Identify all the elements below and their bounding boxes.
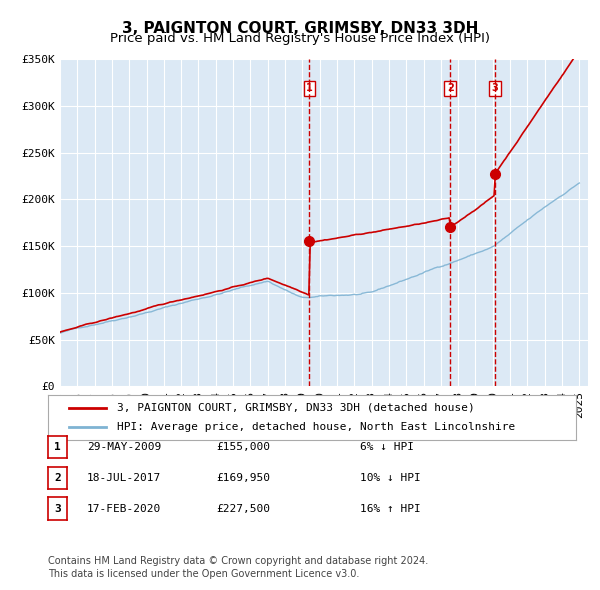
Text: 17-FEB-2020: 17-FEB-2020 [87,504,161,513]
Text: 1: 1 [54,442,61,452]
Text: 3, PAIGNTON COURT, GRIMSBY, DN33 3DH (detached house): 3, PAIGNTON COURT, GRIMSBY, DN33 3DH (de… [116,403,475,412]
Text: 29-MAY-2009: 29-MAY-2009 [87,442,161,452]
Text: HPI: Average price, detached house, North East Lincolnshire: HPI: Average price, detached house, Nort… [116,422,515,432]
Text: 3, PAIGNTON COURT, GRIMSBY, DN33 3DH: 3, PAIGNTON COURT, GRIMSBY, DN33 3DH [122,21,478,35]
Text: £227,500: £227,500 [216,504,270,513]
Text: 3: 3 [54,504,61,513]
Text: 2: 2 [54,473,61,483]
Text: 2: 2 [447,83,454,93]
Text: Contains HM Land Registry data © Crown copyright and database right 2024.
This d: Contains HM Land Registry data © Crown c… [48,556,428,579]
Text: 3: 3 [491,83,498,93]
Text: 10% ↓ HPI: 10% ↓ HPI [360,473,421,483]
Text: Price paid vs. HM Land Registry's House Price Index (HPI): Price paid vs. HM Land Registry's House … [110,32,490,45]
Text: 6% ↓ HPI: 6% ↓ HPI [360,442,414,452]
Text: 1: 1 [306,83,313,93]
Text: 18-JUL-2017: 18-JUL-2017 [87,473,161,483]
Text: 16% ↑ HPI: 16% ↑ HPI [360,504,421,513]
Text: £169,950: £169,950 [216,473,270,483]
Text: £155,000: £155,000 [216,442,270,452]
